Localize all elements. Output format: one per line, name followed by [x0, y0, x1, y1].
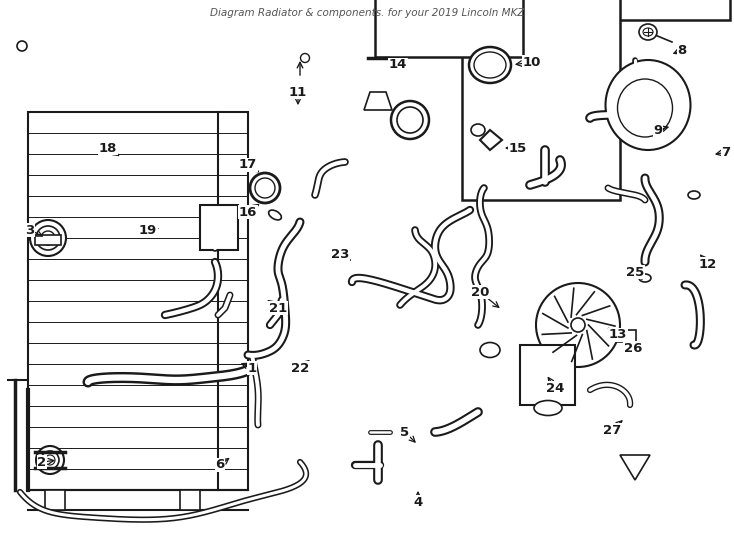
- Text: 1: 1: [247, 361, 257, 375]
- Text: 4: 4: [413, 496, 423, 509]
- Polygon shape: [180, 490, 200, 510]
- Text: 21: 21: [269, 301, 287, 314]
- Text: 20: 20: [470, 286, 489, 299]
- Ellipse shape: [17, 41, 27, 51]
- Text: 13: 13: [608, 328, 627, 341]
- Text: 3: 3: [26, 224, 34, 237]
- Text: 23: 23: [331, 248, 349, 261]
- Ellipse shape: [36, 226, 60, 250]
- Text: 27: 27: [603, 423, 621, 436]
- Text: 6: 6: [215, 458, 225, 471]
- Ellipse shape: [606, 60, 691, 150]
- Text: 5: 5: [401, 426, 410, 438]
- Text: 10: 10: [523, 56, 541, 69]
- Text: Diagram Radiator & components. for your 2019 Lincoln MKZ: Diagram Radiator & components. for your …: [210, 8, 524, 18]
- Ellipse shape: [639, 274, 651, 282]
- Ellipse shape: [571, 318, 585, 332]
- Text: 22: 22: [291, 361, 309, 375]
- Text: 12: 12: [699, 258, 717, 271]
- Ellipse shape: [469, 47, 511, 83]
- Polygon shape: [620, 455, 650, 480]
- Text: 19: 19: [139, 224, 157, 237]
- Bar: [545, 0, 730, 20]
- Ellipse shape: [255, 178, 275, 198]
- Text: 11: 11: [289, 85, 307, 98]
- Bar: [28, 112, 248, 490]
- Ellipse shape: [480, 342, 500, 357]
- Ellipse shape: [536, 283, 620, 367]
- Ellipse shape: [41, 451, 59, 469]
- Ellipse shape: [617, 79, 672, 137]
- Bar: [618, 330, 636, 342]
- Bar: [200, 205, 238, 250]
- Text: 26: 26: [624, 341, 642, 354]
- Polygon shape: [45, 490, 65, 510]
- Bar: [520, 345, 575, 405]
- Ellipse shape: [250, 173, 280, 203]
- Text: 7: 7: [722, 145, 730, 159]
- Ellipse shape: [534, 401, 562, 415]
- Ellipse shape: [688, 191, 700, 199]
- Ellipse shape: [391, 101, 429, 139]
- Bar: [375, 0, 523, 57]
- Ellipse shape: [471, 124, 485, 136]
- Text: 14: 14: [389, 58, 407, 71]
- Ellipse shape: [30, 220, 66, 256]
- Text: 25: 25: [626, 266, 644, 279]
- Text: 24: 24: [546, 381, 564, 395]
- Ellipse shape: [45, 455, 55, 465]
- Polygon shape: [480, 130, 502, 150]
- Ellipse shape: [36, 446, 64, 474]
- Ellipse shape: [41, 231, 55, 245]
- Ellipse shape: [300, 53, 310, 63]
- Ellipse shape: [474, 52, 506, 78]
- Text: 18: 18: [99, 141, 117, 154]
- Text: 8: 8: [677, 44, 686, 57]
- Polygon shape: [364, 92, 392, 110]
- Text: 16: 16: [239, 206, 257, 219]
- Text: 9: 9: [653, 124, 663, 137]
- Ellipse shape: [639, 24, 657, 40]
- Bar: [35, 235, 61, 245]
- Bar: [462, 0, 620, 200]
- Ellipse shape: [643, 28, 653, 36]
- Ellipse shape: [397, 107, 423, 133]
- Ellipse shape: [269, 210, 281, 220]
- Text: 2: 2: [37, 456, 46, 469]
- Text: 15: 15: [509, 141, 527, 154]
- Text: 17: 17: [239, 159, 257, 172]
